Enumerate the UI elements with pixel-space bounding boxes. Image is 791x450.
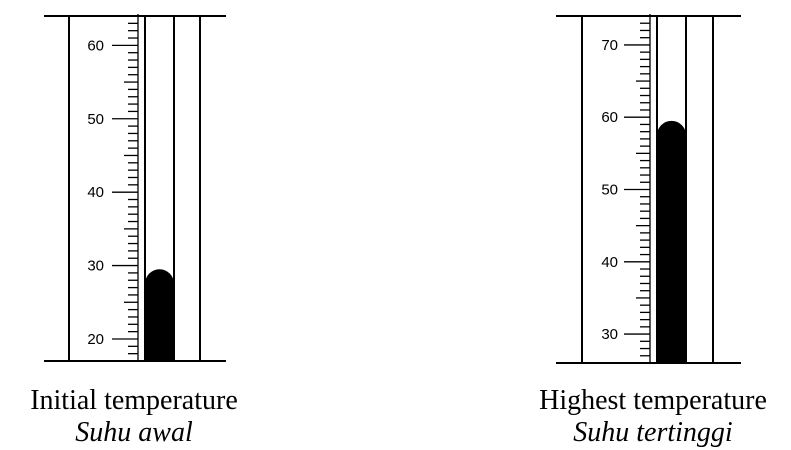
caption-initial-en: Initial temperature [30, 385, 238, 416]
tick-label: 60 [87, 37, 104, 54]
caption-highest-ms: Suhu tertinggi [573, 417, 733, 448]
caption-highest: Highest temperature Suhu tertinggi [515, 385, 791, 449]
tick-label: 40 [601, 254, 618, 271]
tick-label: 30 [87, 258, 104, 275]
caption-initial-ms: Suhu awal [75, 417, 193, 448]
thermometer-initial: 20 30 40 50 60 [44, 14, 226, 362]
thermometer-highest: 30 40 50 60 70 [556, 14, 741, 364]
tick-label: 50 [601, 182, 618, 199]
tick-label: 60 [601, 109, 618, 126]
tick-label: 50 [87, 111, 104, 128]
liquid-column [657, 120, 686, 364]
caption-highest-en: Highest temperature [539, 385, 767, 416]
tick-label: 40 [87, 184, 104, 201]
tick-label: 70 [601, 37, 618, 54]
liquid-column [145, 269, 174, 361]
tick-label: 30 [601, 326, 618, 343]
caption-initial: Initial temperature Suhu awal [0, 385, 268, 449]
tick-label: 20 [87, 331, 104, 348]
